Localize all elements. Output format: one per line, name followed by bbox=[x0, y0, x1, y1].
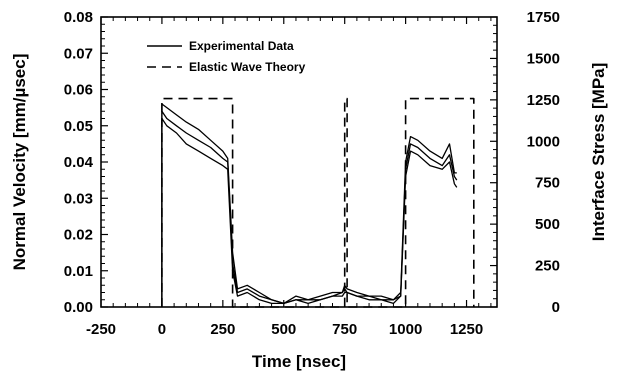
y2-tick-label: 500 bbox=[535, 216, 560, 233]
series-line-experimental-data-1 bbox=[161, 103, 457, 307]
x-tick-label: 500 bbox=[271, 321, 296, 338]
y2-tick-label: 1500 bbox=[527, 50, 560, 67]
y2-axis-title: Interface Stress [MPa] bbox=[589, 63, 608, 242]
series-line-elastic-wave-theory bbox=[161, 97, 475, 308]
x-tick-label: 750 bbox=[332, 321, 357, 338]
y-axis-title: Normal Velocity [mm/µsec] bbox=[10, 54, 29, 271]
y-tick-label: 0.08 bbox=[64, 9, 93, 26]
y2-tick-label: 0 bbox=[552, 299, 560, 316]
legend-label-theory: Elastic Wave Theory bbox=[189, 60, 306, 74]
y-tick-label: 0.06 bbox=[64, 82, 93, 99]
x-tick-label: -250 bbox=[86, 321, 116, 338]
tick-labels: -250 0 250 500 750 1000 1250 0.00 0.01 0.02 0.03 0.… bbox=[64, 9, 560, 338]
axis-ticks bbox=[100, 16, 497, 308]
x-axis-title: Time [nsec] bbox=[252, 352, 346, 371]
y-tick-label: 0.04 bbox=[64, 154, 94, 171]
series-line-experimental-data-2 bbox=[161, 110, 458, 307]
legend: Experimental Data Elastic Wave Theory bbox=[147, 39, 306, 74]
x-tick-label: 250 bbox=[210, 321, 235, 338]
y2-tick-label: 1750 bbox=[527, 9, 560, 26]
series-layer bbox=[161, 97, 475, 308]
y-tick-label: 0.05 bbox=[64, 118, 93, 135]
y-tick-label: 0.07 bbox=[64, 45, 93, 62]
y2-tick-label: 1250 bbox=[527, 92, 560, 109]
y2-tick-label: 750 bbox=[535, 175, 560, 192]
y-tick-label: 0.00 bbox=[64, 299, 93, 316]
x-tick-label: 1250 bbox=[450, 321, 483, 338]
y2-tick-label: 250 bbox=[535, 258, 560, 275]
x-tick-label: 0 bbox=[158, 321, 166, 338]
y2-tick-label: 1000 bbox=[527, 133, 560, 150]
y-tick-label: 0.01 bbox=[64, 263, 93, 280]
series-line-experimental-data-3 bbox=[161, 117, 458, 307]
x-tick-label: 1000 bbox=[389, 321, 422, 338]
legend-label-experimental: Experimental Data bbox=[189, 39, 294, 53]
y-tick-label: 0.02 bbox=[64, 227, 93, 244]
y-tick-label: 0.03 bbox=[64, 190, 93, 207]
